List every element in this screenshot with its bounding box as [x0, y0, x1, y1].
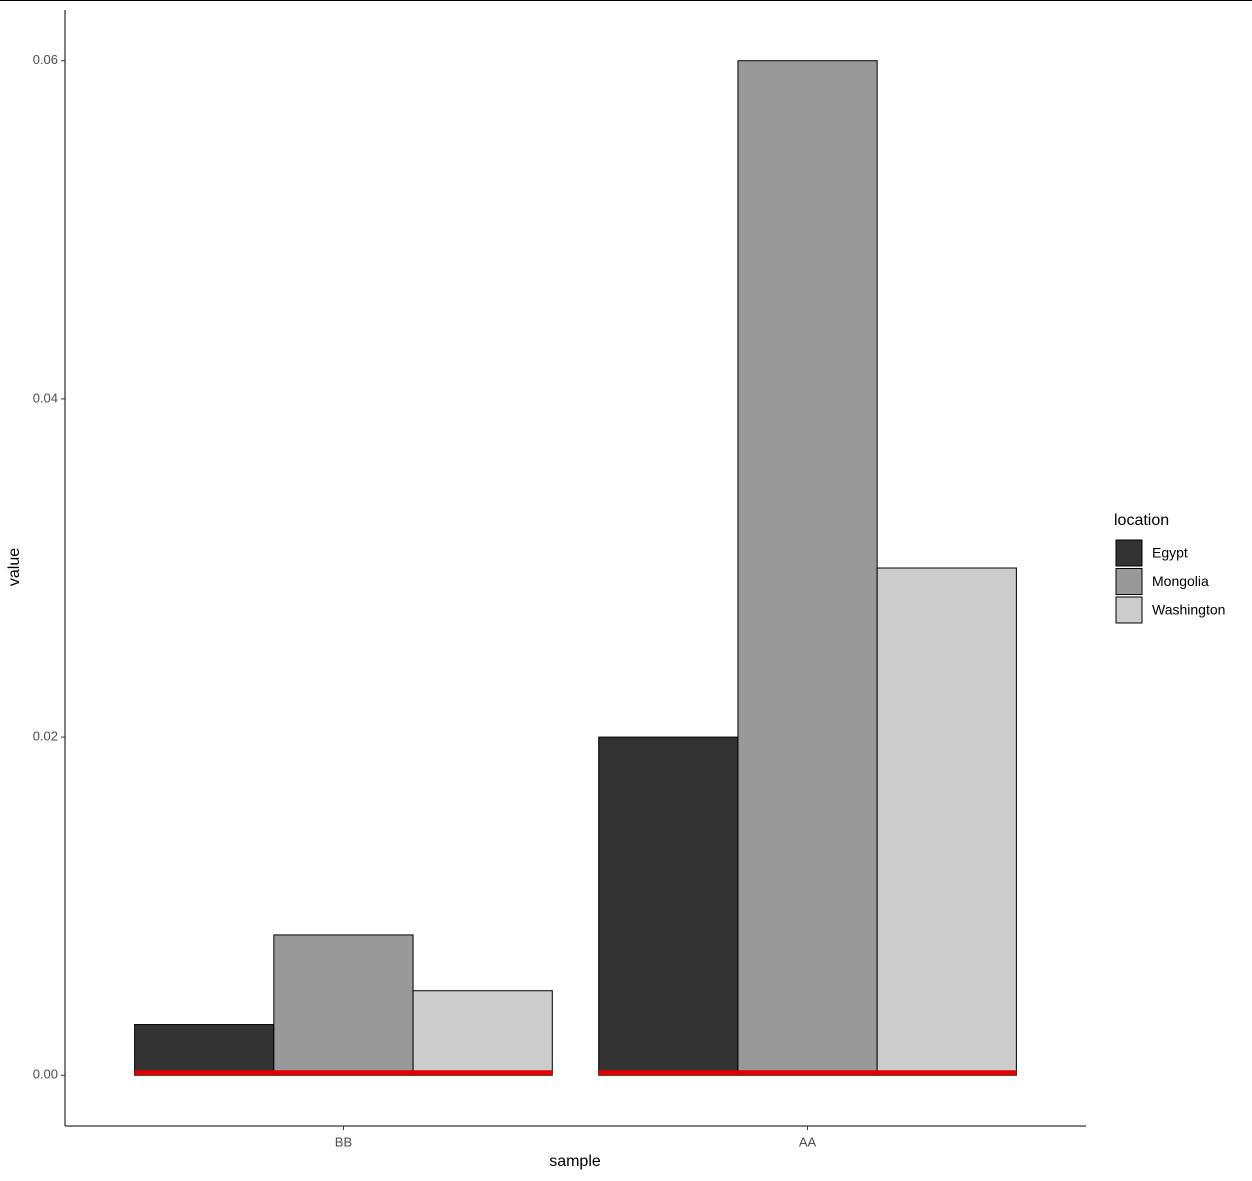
legend-title: location — [1114, 512, 1169, 529]
bar — [412, 990, 553, 1076]
legend-key — [1115, 539, 1143, 567]
legend-key — [1115, 568, 1143, 595]
bar — [737, 60, 878, 1076]
bar — [134, 1024, 275, 1076]
x-axis-title: sample — [549, 1153, 601, 1170]
legend-label: Egypt — [1152, 545, 1188, 561]
y-tick-label: 0.00 — [33, 1067, 58, 1082]
bar — [876, 567, 1017, 1076]
legend-label: Mongolia — [1152, 573, 1209, 589]
x-tick-label: BB — [335, 1134, 352, 1149]
bar — [598, 736, 739, 1076]
bar — [273, 934, 414, 1076]
y-tick-label: 0.02 — [33, 729, 58, 744]
y-tick-label: 0.04 — [33, 390, 58, 405]
legend-key — [1115, 596, 1143, 624]
legend-label: Washington — [1152, 602, 1225, 618]
y-axis-title: value — [6, 548, 23, 586]
y-tick-label: 0.06 — [33, 52, 58, 67]
x-tick-label: AA — [799, 1134, 817, 1149]
